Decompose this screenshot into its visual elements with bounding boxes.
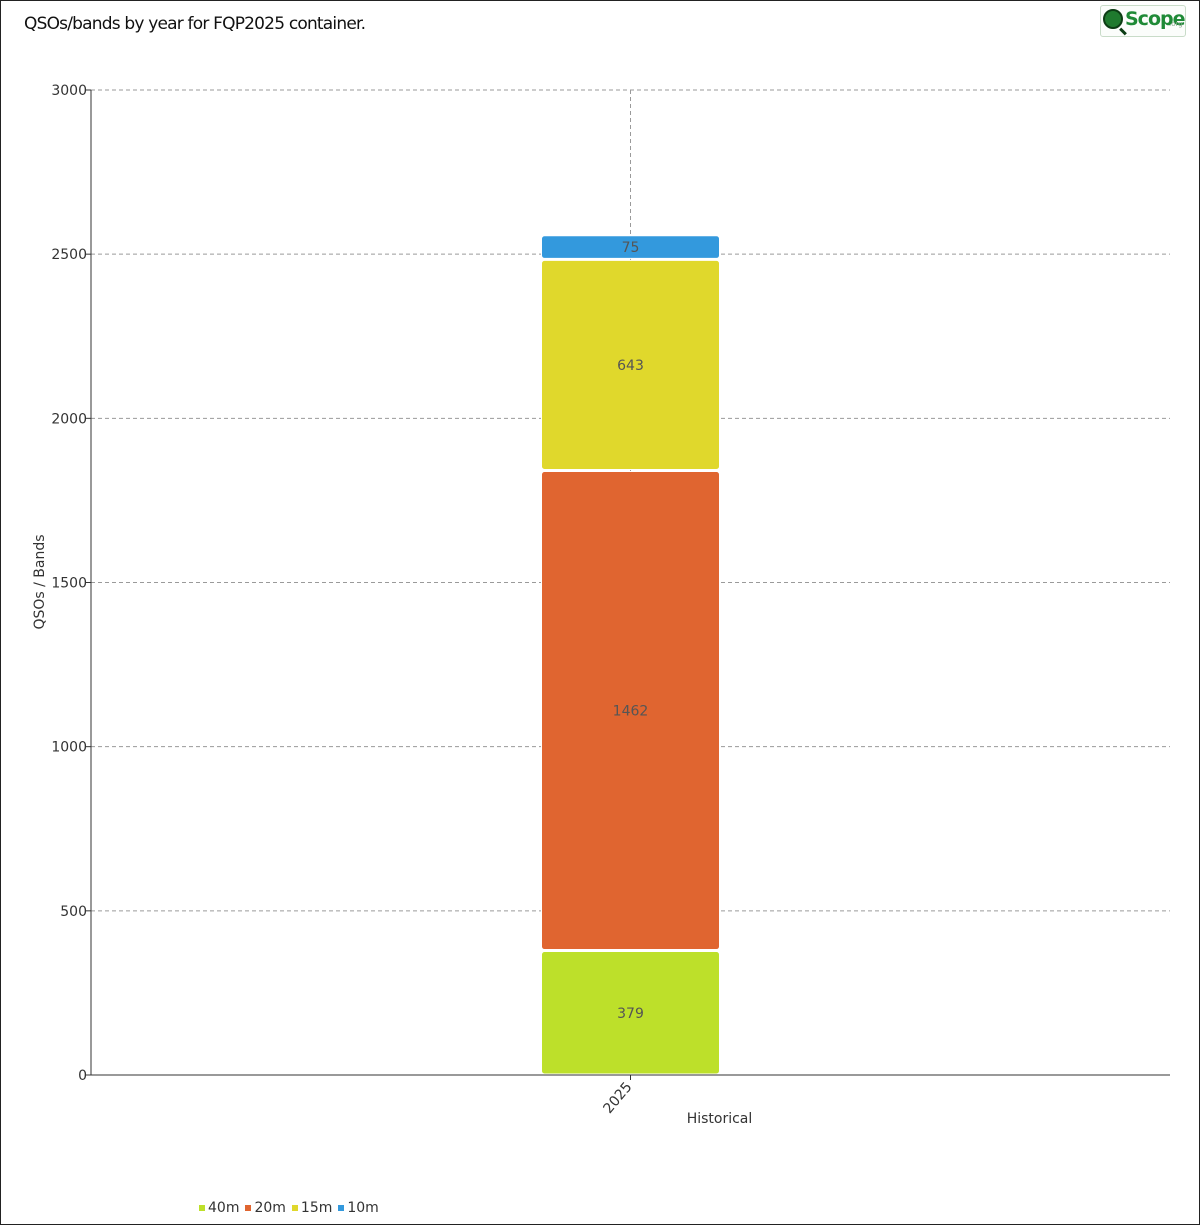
y-tick-label: 2500	[51, 247, 87, 263]
bar-segment-40m[interactable]	[541, 951, 720, 1075]
magnifier-logo-icon	[1103, 9, 1123, 29]
qscope-logo: Scope .org	[1100, 5, 1186, 37]
legend-label: 15m	[300, 1200, 333, 1216]
logo-suffix: .org	[1169, 20, 1183, 28]
y-tick-label: 2000	[51, 411, 87, 427]
legend: 40m 20m 15m 10m	[199, 1200, 379, 1216]
legend-label: 40m	[208, 1200, 240, 1216]
y-tick-label: 500	[60, 904, 87, 920]
y-axis-title: QSOs / Bands	[32, 534, 48, 629]
legend-swatch	[245, 1205, 252, 1211]
y-tick-label: 1000	[51, 740, 87, 756]
chart-title: QSOs/bands by year for FQP2025 container…	[24, 14, 366, 34]
legend-swatch	[338, 1205, 345, 1211]
legend-item-15m[interactable]: 15m	[291, 1200, 333, 1216]
legend-label: 10m	[347, 1200, 379, 1216]
bar-value-label: 1462	[613, 704, 649, 720]
logo-word: Scope	[1125, 8, 1185, 30]
legend-item-40m[interactable]: 40m	[199, 1200, 239, 1216]
x-axis-title: Historical	[687, 1111, 753, 1127]
bar-segment-15m[interactable]	[541, 259, 720, 471]
bar-value-label: 379	[617, 1006, 644, 1022]
bar-segment-20m[interactable]	[541, 471, 720, 951]
bar-segment-10m[interactable]	[541, 235, 720, 259]
legend-item-10m[interactable]: 10m	[338, 1200, 379, 1216]
bar-value-label: 643	[617, 358, 644, 374]
legend-label: 20m	[254, 1200, 286, 1216]
x-tick-label: 2025	[600, 1079, 635, 1117]
legend-swatch	[291, 1205, 298, 1211]
legend-swatch	[199, 1205, 205, 1211]
legend-item-20m[interactable]: 20m	[245, 1200, 286, 1216]
y-tick-label: 1500	[51, 576, 87, 592]
y-tick-label: 3000	[51, 83, 87, 99]
y-tick-label: 0	[78, 1068, 87, 1084]
bar-value-label: 75	[622, 240, 640, 256]
